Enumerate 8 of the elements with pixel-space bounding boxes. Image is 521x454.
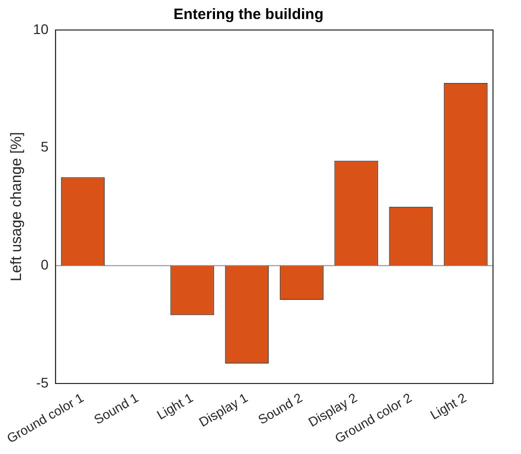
y-axis-title: Left usage change [%] xyxy=(8,132,26,282)
y-tick-label: 0 xyxy=(40,256,49,273)
y-tick-label: 10 xyxy=(32,20,49,37)
y-tick-label: 5 xyxy=(40,138,49,155)
x-tick-label: Light 2 xyxy=(428,390,469,422)
y-tick-label: -5 xyxy=(36,374,49,390)
x-tick-label: Light 1 xyxy=(154,390,196,422)
chart-title: Entering the building xyxy=(174,6,324,24)
